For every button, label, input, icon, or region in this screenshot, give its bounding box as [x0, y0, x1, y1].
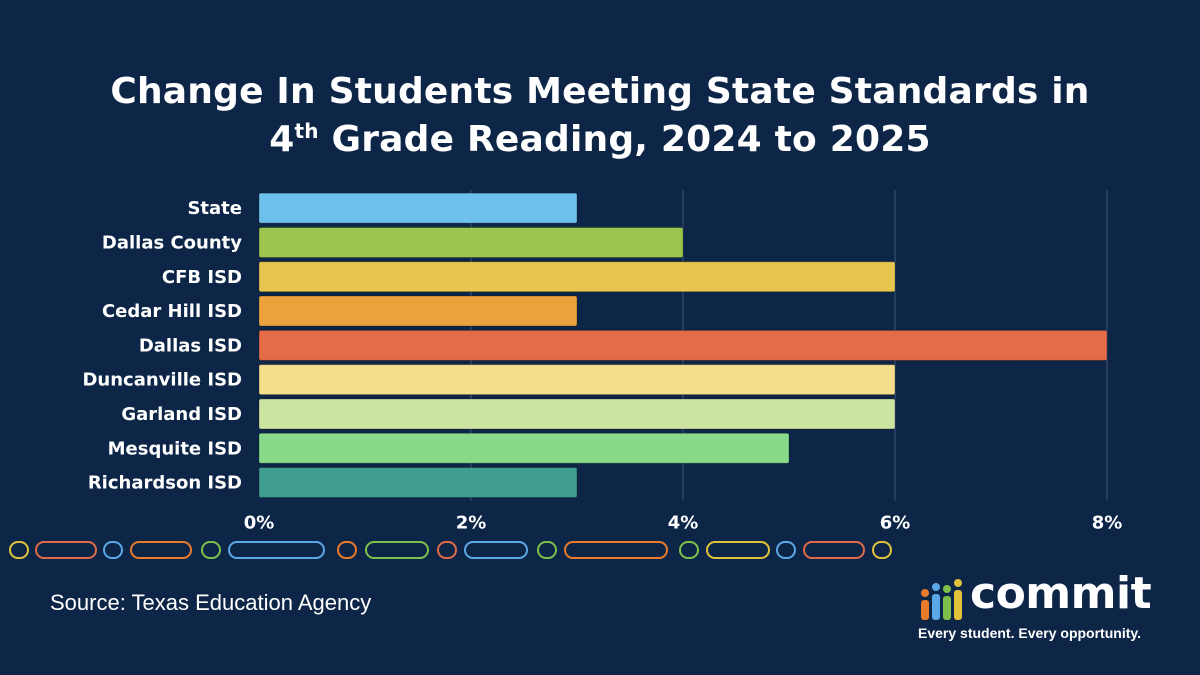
decorative-pill-row — [9, 541, 892, 559]
category-labels: State Dallas County CFB ISD Cedar Hill ISD D… — [82, 198, 242, 493]
logo-wordmark: commit — [970, 568, 1152, 619]
logo-figure-head — [943, 585, 951, 593]
decor-pill — [437, 541, 457, 559]
source-note: Source: Texas Education Agency — [50, 590, 372, 615]
x-tick-label: 0% — [244, 513, 275, 534]
bar-state — [258, 192, 578, 224]
category-label: Richardson ISD — [88, 473, 242, 494]
bars — [258, 192, 1108, 499]
decor-pill — [365, 541, 429, 559]
category-label: Dallas County — [102, 232, 242, 253]
bar-dallas-county — [258, 226, 684, 258]
decor-pill — [35, 541, 97, 559]
category-label: CFB ISD — [162, 267, 242, 288]
category-label: State — [187, 198, 242, 219]
bar-garland-isd — [258, 398, 896, 430]
title-grade-number: 4 — [269, 119, 295, 160]
decor-pill — [464, 541, 528, 559]
title-grade-suffix: th — [294, 119, 319, 143]
bar-cfb-isd — [258, 261, 896, 293]
logo-figure-bar — [943, 596, 951, 620]
category-label: Garland ISD — [121, 404, 242, 425]
bar-mesquite-isd — [258, 432, 790, 464]
decor-pill — [337, 541, 357, 559]
bar-dallas-isd — [258, 329, 1108, 361]
bar-duncanville-isd — [258, 364, 896, 396]
category-label: Dallas ISD — [139, 335, 242, 356]
title-line-2-text: Grade Reading, 2024 to 2025 — [318, 119, 931, 160]
x-axis-tick-labels: 0% 2% 4% 6% 8% — [244, 513, 1123, 534]
bar-cedar-hill-isd — [258, 295, 578, 327]
decor-pill — [130, 541, 192, 559]
decor-pill — [9, 541, 29, 559]
decor-pill — [872, 541, 892, 559]
x-tick-label: 4% — [668, 513, 699, 534]
logo-figure-head — [932, 583, 940, 591]
decor-pill — [228, 541, 325, 559]
logo-figure-bar — [954, 590, 962, 620]
x-tick-label: 2% — [456, 513, 487, 534]
title-line-1: Change In Students Meeting State Standar… — [110, 71, 1090, 112]
logo-figure-head — [921, 589, 929, 597]
decor-pill — [776, 541, 796, 559]
decor-pill — [679, 541, 699, 559]
bar-richardson-isd — [258, 467, 578, 499]
category-label: Cedar Hill ISD — [102, 301, 242, 322]
x-tick-label: 6% — [880, 513, 911, 534]
title-line-2: 4th Grade Reading, 2024 to 2025 — [0, 116, 1200, 164]
decor-pill — [803, 541, 865, 559]
chart-title: Change In Students Meeting State Standar… — [0, 68, 1200, 164]
logo-figure-bar — [921, 600, 929, 620]
category-label: Duncanville ISD — [82, 370, 242, 391]
decor-pill — [706, 541, 770, 559]
x-tick-label: 8% — [1092, 513, 1123, 534]
decor-pill — [564, 541, 668, 559]
commit-logo-icon — [921, 579, 962, 620]
decor-pill — [537, 541, 557, 559]
decor-pill — [103, 541, 123, 559]
logo-figure-head — [954, 579, 962, 587]
logo-tagline: Every student. Every opportunity. — [918, 625, 1142, 641]
category-label: Mesquite ISD — [108, 438, 242, 459]
logo-figure-bar — [932, 594, 940, 620]
decor-pill — [201, 541, 221, 559]
commit-logo: commit Every student. Every opportunity. — [918, 568, 1168, 648]
